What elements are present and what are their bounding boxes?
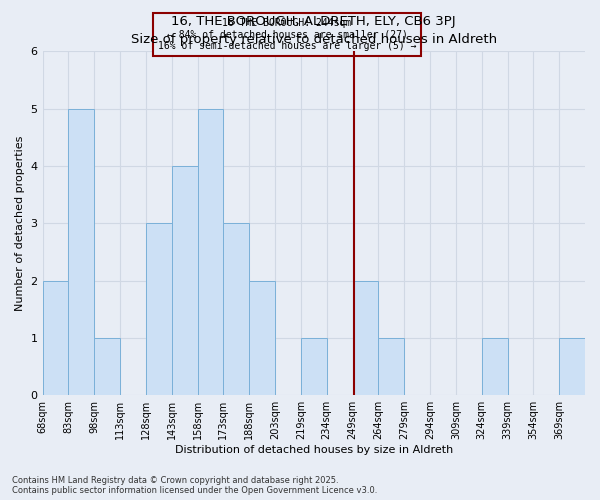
Bar <box>146 224 172 395</box>
Bar <box>197 108 223 395</box>
Bar <box>223 224 249 395</box>
Bar <box>172 166 197 395</box>
Title: 16, THE BOROUGH, ALDRETH, ELY, CB6 3PJ
Size of property relative to detached hou: 16, THE BOROUGH, ALDRETH, ELY, CB6 3PJ S… <box>131 15 497 46</box>
Bar <box>379 338 404 395</box>
Bar <box>559 338 585 395</box>
Bar <box>249 280 275 395</box>
Bar <box>68 108 94 395</box>
Bar <box>94 338 120 395</box>
Bar <box>43 280 68 395</box>
X-axis label: Distribution of detached houses by size in Aldreth: Distribution of detached houses by size … <box>175 445 453 455</box>
Bar <box>482 338 508 395</box>
Y-axis label: Number of detached properties: Number of detached properties <box>15 136 25 311</box>
Bar <box>353 280 379 395</box>
Bar <box>301 338 326 395</box>
Text: 16 THE BOROUGH: 244sqm
← 84% of detached houses are smaller (27)
16% of semi-det: 16 THE BOROUGH: 244sqm ← 84% of detached… <box>158 18 416 52</box>
Text: Contains HM Land Registry data © Crown copyright and database right 2025.
Contai: Contains HM Land Registry data © Crown c… <box>12 476 377 495</box>
